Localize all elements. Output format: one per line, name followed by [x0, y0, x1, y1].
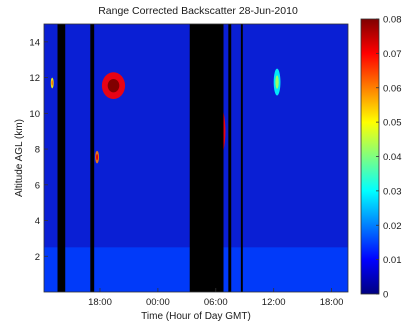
y-axis-label: Altitude AGL (km) — [14, 119, 25, 197]
colorbar-tick-label: 0.01 — [383, 255, 402, 266]
y-tick-label: 8 — [35, 145, 40, 156]
no-data-gap — [189, 24, 224, 292]
plot-area — [43, 23, 349, 293]
colorbar-tick-label: 0.06 — [383, 83, 402, 94]
colorbar-tick-label: 0.03 — [383, 186, 402, 197]
y-tick-label: 14 — [29, 37, 40, 48]
y-tick-label: 4 — [35, 216, 40, 227]
chart-title: Range Corrected Backscatter 28-Jun-2010 — [98, 5, 298, 17]
colorbar-ticks: 0 0.01 0.02 0.03 0.04 0.05 0.06 0.07 0.08 — [376, 15, 402, 301]
y-tick-label: 12 — [29, 73, 40, 84]
colorbar: 0 0.01 0.02 0.03 0.04 0.05 0.06 0.07 0.08 — [360, 15, 402, 301]
no-data-gap — [57, 24, 66, 292]
x-tick-label: 06:00 — [204, 297, 228, 308]
x-tick-label: 18:00 — [88, 297, 112, 308]
x-tick-label: 00:00 — [146, 297, 170, 308]
colorbar-tick-label: 0.02 — [383, 221, 402, 232]
y-tick-label: 2 — [35, 252, 40, 263]
heatmap-cells — [44, 24, 348, 292]
x-axis: 18:00 00:00 06:00 12:00 18:00 — [88, 288, 343, 308]
colorbar-tick-label: 0.08 — [383, 15, 402, 26]
heatmap-feature-cloud-core — [96, 153, 99, 161]
x-tick-label: 12:00 — [262, 297, 286, 308]
no-data-gap — [240, 24, 243, 292]
no-data-gap — [90, 24, 95, 292]
plot-frame — [43, 23, 349, 293]
colorbar-tick-label: 0.07 — [383, 49, 402, 60]
heatmap-feature-cloud-core — [51, 80, 53, 86]
heatmap-feature-cloud-core — [275, 75, 279, 89]
colorbar-tick-label: 0.04 — [383, 152, 402, 163]
y-tick-label: 10 — [29, 109, 40, 120]
x-tick-label: 18:00 — [320, 297, 344, 308]
y-tick-label: 6 — [35, 180, 40, 191]
no-data-gap — [228, 24, 232, 292]
colorbar-tick-label: 0.05 — [383, 118, 402, 129]
colorbar-tick-label: 0 — [383, 290, 388, 301]
x-axis-label: Time (Hour of Day GMT) — [141, 311, 251, 322]
y-axis: 2 4 6 8 10 12 14 — [29, 37, 48, 263]
heatmap-feature-cloud-core — [107, 78, 120, 93]
